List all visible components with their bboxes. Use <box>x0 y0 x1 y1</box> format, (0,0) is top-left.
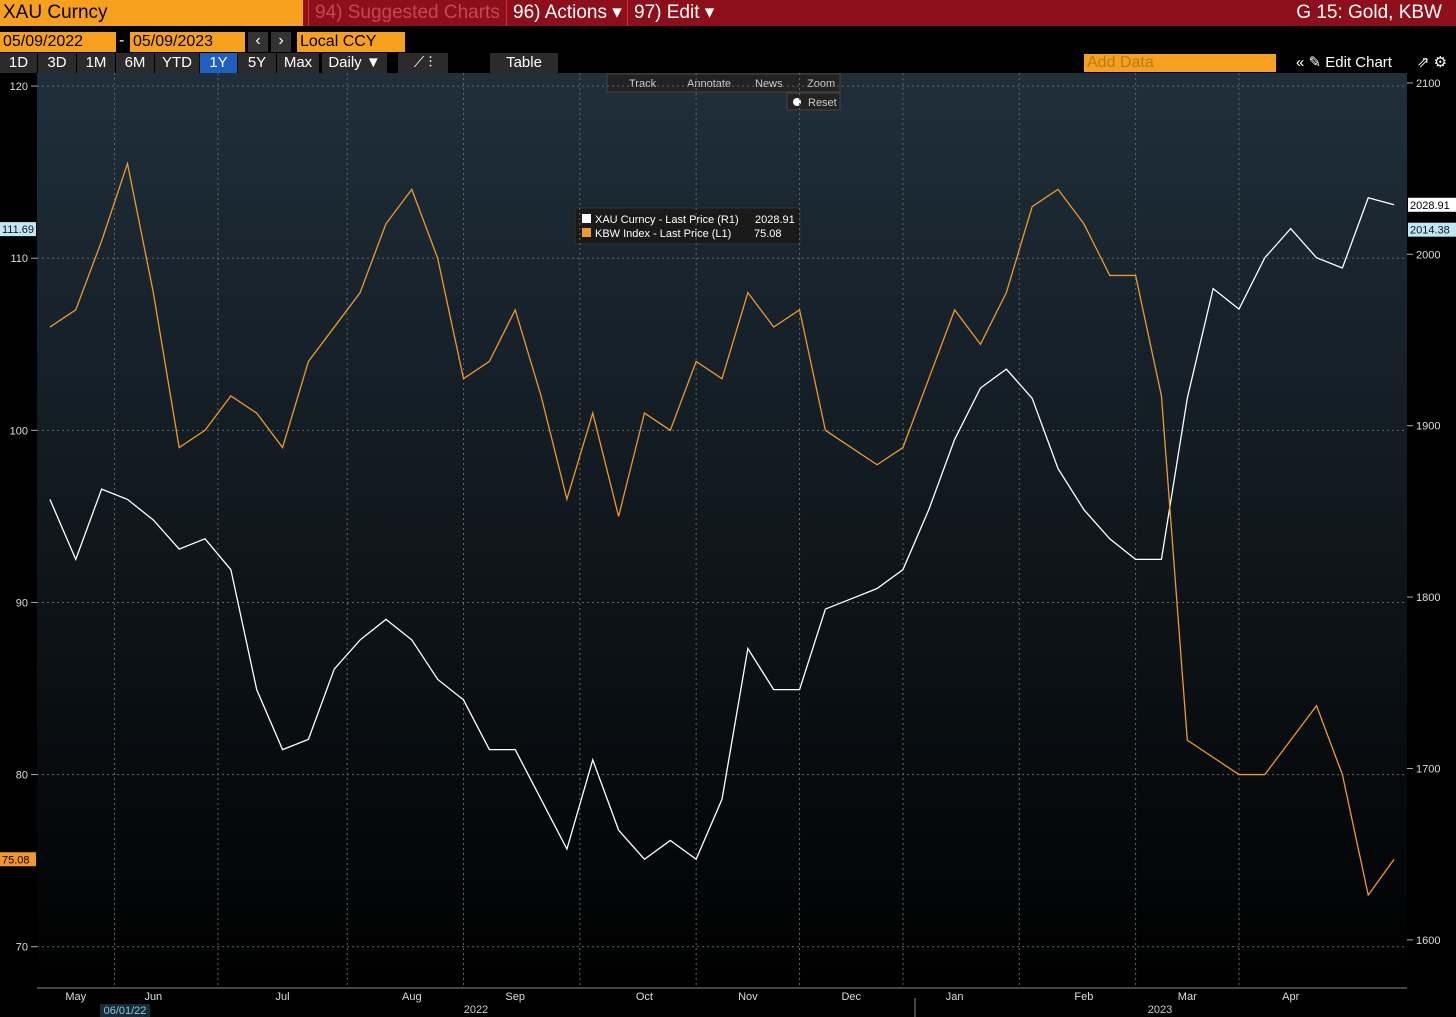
value-flag-label: 75.08 <box>2 854 30 866</box>
tool-button[interactable]: Track <box>629 78 657 90</box>
cursor-date-box <box>100 1004 150 1017</box>
y-tick-label: 70 <box>16 942 28 954</box>
menu-label: 96) Actions <box>513 2 607 23</box>
value-flag-label: 2028.91 <box>1410 200 1450 212</box>
y2-tick-label: 1700 <box>1416 763 1440 775</box>
period-button[interactable]: 5Y <box>238 53 276 73</box>
tool-button[interactable]: Annotate <box>687 78 731 90</box>
table-button[interactable]: Table <box>490 53 558 73</box>
y-tick-label: 100 <box>10 425 28 437</box>
value-flag <box>1408 197 1456 212</box>
add-data-field[interactable]: Add Data <box>1084 54 1276 72</box>
year-label: 2022 <box>464 1004 488 1016</box>
next-button[interactable]: › <box>271 32 291 52</box>
period-button[interactable]: Max <box>277 53 319 73</box>
menu-label: 97) Edit <box>634 2 700 23</box>
menu-item[interactable]: 94) Suggested Charts <box>308 0 500 26</box>
edit-chart-label: Edit Chart <box>1325 54 1392 71</box>
x-tick-label: Mar <box>1178 991 1197 1003</box>
period-button[interactable]: YTD <box>155 53 199 73</box>
cursor-date: 06/01/22 <box>104 1005 147 1017</box>
value-flag <box>0 222 36 237</box>
x-tick-label: Jul <box>276 991 290 1003</box>
tool-bar <box>606 73 841 111</box>
x-tick-label: Aug <box>402 991 422 1003</box>
x-tick-label: Nov <box>738 991 758 1003</box>
x-tick-label: Jan <box>946 991 964 1003</box>
y2-tick-label: 1600 <box>1416 935 1440 947</box>
reset-button[interactable]: Reset <box>808 97 837 109</box>
x-tick-label: Feb <box>1074 991 1093 1003</box>
tool-button[interactable]: News <box>755 78 783 90</box>
period-button[interactable]: 1M <box>77 53 115 73</box>
x-tick-label: Apr <box>1282 991 1299 1003</box>
frequency-button[interactable]: Daily ▼ <box>322 53 387 73</box>
currency-field[interactable]: Local CCY <box>297 32 405 52</box>
x-tick-label: Jun <box>144 991 162 1003</box>
period-button[interactable]: 6M <box>116 53 154 73</box>
start-date[interactable]: 05/09/2022 <box>0 32 116 52</box>
security-field[interactable]: XAU Curncy <box>0 0 303 26</box>
legend <box>574 207 801 245</box>
legend-label: XAU Curncy - Last Price (R1) <box>595 214 739 226</box>
date-dash: - <box>119 32 125 49</box>
edit-chart-button[interactable]: « ✎ Edit Chart <box>1284 53 1404 73</box>
end-date[interactable]: 05/09/2023 <box>130 32 245 52</box>
y-tick-label: 120 <box>10 81 28 93</box>
y2-tick-label: 2000 <box>1416 249 1440 261</box>
y-tick-label: 80 <box>16 770 28 782</box>
right-axis-area <box>1407 73 1456 1017</box>
period-button[interactable]: 1D <box>0 53 37 73</box>
value-flag-label: 111.69 <box>2 224 34 236</box>
legend-value: 75.08 <box>754 228 782 240</box>
y-tick-label: 90 <box>16 597 28 609</box>
line-series <box>49 161 1395 897</box>
legend-swatch <box>582 228 591 237</box>
legend-value: 2028.91 <box>755 214 795 226</box>
x-tick-label: Sep <box>505 991 525 1003</box>
period-button[interactable]: 3D <box>38 53 76 73</box>
legend-label: KBW Index - Last Price (L1) <box>595 228 731 240</box>
x-tick-label: May <box>65 991 86 1003</box>
y2-tick-label: 1900 <box>1416 421 1440 433</box>
menu-item[interactable]: 97) Edit ▾ <box>627 0 717 26</box>
y2-tick-label: 1800 <box>1416 592 1440 604</box>
x-tick-label: Dec <box>841 991 861 1003</box>
chart: 2022 2023 06/01/22 Track Annotate News Zoom… <box>0 73 1456 1017</box>
year-label: 2023 <box>1148 1004 1172 1016</box>
left-axis-area <box>0 73 37 1017</box>
legend-swatch <box>582 214 591 223</box>
frequency-label: Daily <box>328 54 362 71</box>
x-tick-label: Oct <box>636 991 653 1003</box>
period-button[interactable]: 1Y <box>200 53 237 73</box>
value-flag <box>0 852 36 867</box>
chart-type-buttons[interactable]: ⟋ ⫶ <box>398 53 448 73</box>
value-flag <box>1408 222 1456 237</box>
tool-button[interactable]: Zoom <box>807 78 835 90</box>
page-title: G 15: Gold, KBW <box>1296 2 1442 23</box>
y2-tick-label: 2100 <box>1416 78 1440 90</box>
y-tick-label: 110 <box>10 253 28 265</box>
settings-buttons[interactable]: ⇗ ⚙ <box>1408 53 1456 73</box>
prev-button[interactable]: ‹ <box>248 32 268 52</box>
menu-item[interactable]: 96) Actions ▾ <box>506 0 622 26</box>
value-flag-label: 2014.38 <box>1410 225 1450 237</box>
